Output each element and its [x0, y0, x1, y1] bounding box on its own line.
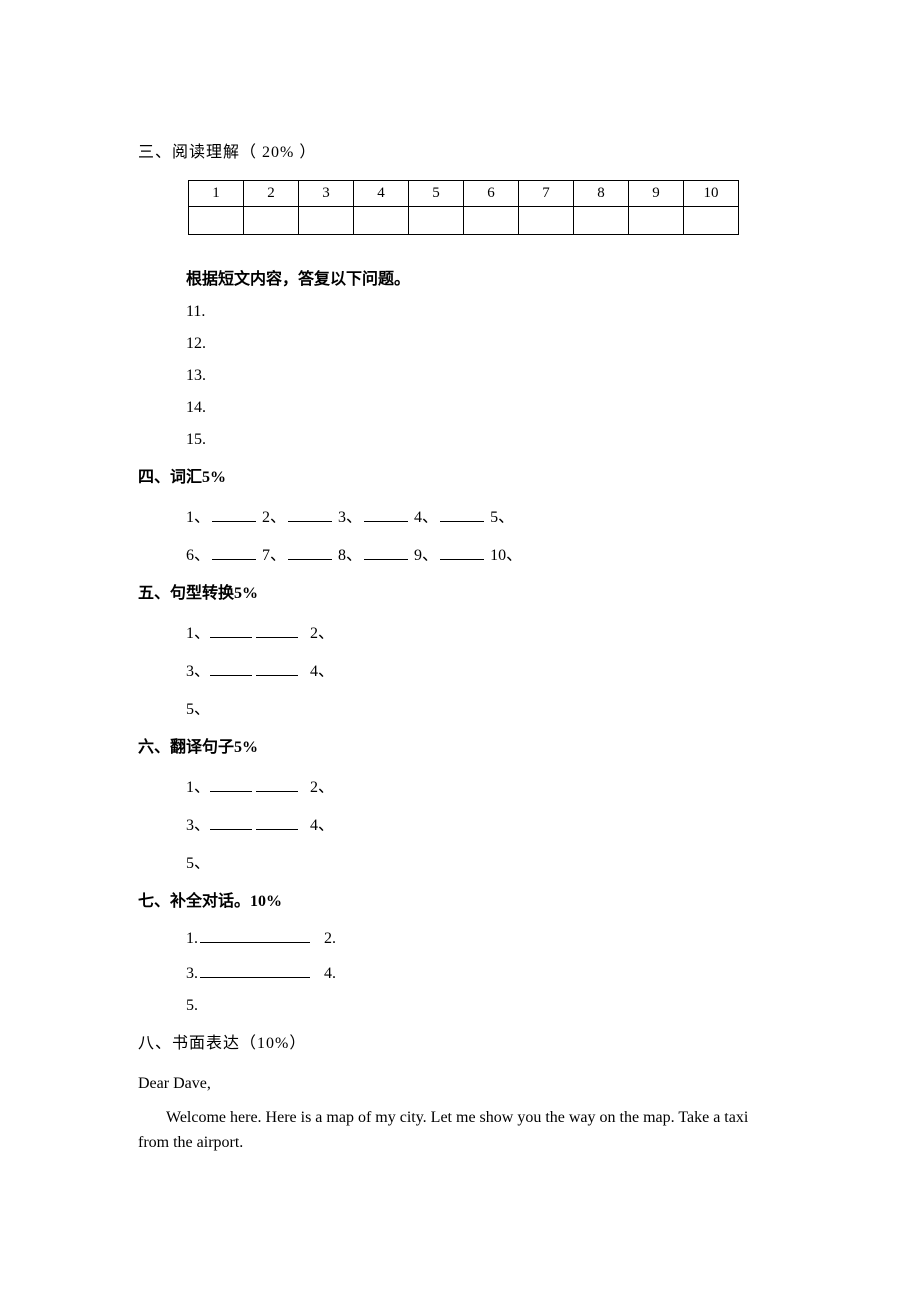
- fill-blank: [256, 814, 298, 830]
- item-number: 1、: [186, 509, 210, 526]
- item-number: 4、: [310, 663, 334, 680]
- item-number: 9、: [414, 547, 438, 564]
- answer-table: 1 2 3 4 5 6 7 8 9 10: [188, 180, 739, 235]
- table-header-row: 1 2 3 4 5 6 7 8 9 10: [189, 181, 739, 207]
- item-number: 4.: [324, 965, 336, 982]
- fill-blank: [440, 506, 484, 522]
- section-7-heading: 七、补全对话。10%: [138, 887, 782, 911]
- translate-row: 3、 4、: [186, 811, 782, 835]
- table-answer-cell: [684, 207, 739, 235]
- item-number: 5、: [186, 855, 210, 872]
- item-number: 2.: [324, 930, 336, 947]
- fill-blank: [256, 776, 298, 792]
- item-number: 3.: [186, 965, 198, 982]
- table-header-cell: 7: [519, 181, 574, 207]
- fill-blank: [288, 506, 332, 522]
- letter-body: Welcome here. Here is a map of my city. …: [138, 1105, 782, 1156]
- section-4-heading: 四、词汇5%: [138, 463, 782, 487]
- sentence-row: 5、: [186, 695, 782, 719]
- fill-blank: [212, 506, 256, 522]
- sentence-row: 1、 2、: [186, 619, 782, 643]
- item-number: 2、: [310, 625, 334, 642]
- letter-greeting: Dear Dave,: [138, 1071, 782, 1097]
- table-header-cell: 2: [244, 181, 299, 207]
- dialog-row: 5.: [186, 997, 782, 1015]
- fill-blank: [200, 962, 310, 978]
- translate-row: 1、 2、: [186, 773, 782, 797]
- table-answer-cell: [299, 207, 354, 235]
- fill-blank: [210, 776, 252, 792]
- section-5-heading: 五、句型转换5%: [138, 579, 782, 603]
- dialog-row: 1. 2.: [186, 927, 782, 948]
- table-answer-cell: [354, 207, 409, 235]
- question-item: 13.: [186, 367, 782, 385]
- fill-blank: [210, 814, 252, 830]
- item-number: 8、: [338, 547, 362, 564]
- table-header-cell: 10: [684, 181, 739, 207]
- table-answer-cell: [464, 207, 519, 235]
- dialog-row: 3. 4.: [186, 962, 782, 983]
- table-header-cell: 3: [299, 181, 354, 207]
- sentence-row: 3、 4、: [186, 657, 782, 681]
- section-6-heading: 六、翻译句子5%: [138, 733, 782, 757]
- fill-blank: [364, 506, 408, 522]
- fill-blank: [210, 622, 252, 638]
- table-answer-cell: [244, 207, 299, 235]
- question-item: 15.: [186, 431, 782, 449]
- item-number: 7、: [262, 547, 286, 564]
- item-number: 2、: [310, 779, 334, 796]
- fill-blank: [288, 544, 332, 560]
- section-8-heading: 八、书面表达（10%）: [138, 1029, 782, 1053]
- table-header-cell: 8: [574, 181, 629, 207]
- item-number: 6、: [186, 547, 210, 564]
- table-answer-cell: [629, 207, 684, 235]
- table-answer-cell: [409, 207, 464, 235]
- section-3-instruction: 根据短文内容，答复以下问题。: [186, 265, 782, 289]
- question-item: 12.: [186, 335, 782, 353]
- item-number: 4、: [414, 509, 438, 526]
- table-header-cell: 6: [464, 181, 519, 207]
- vocab-row-2: 6、 7、 8、 9、 10、: [186, 541, 782, 565]
- vocab-row-1: 1、 2、 3、 4、 5、: [186, 503, 782, 527]
- item-number: 4、: [310, 817, 334, 834]
- section-3-heading: 三、阅读理解（ 20% ）: [138, 138, 782, 162]
- fill-blank: [256, 660, 298, 676]
- fill-blank: [256, 622, 298, 638]
- table-answer-cell: [574, 207, 629, 235]
- fill-blank: [440, 544, 484, 560]
- item-number: 10、: [490, 547, 522, 564]
- item-number: 5、: [186, 701, 210, 718]
- item-number: 3、: [186, 817, 210, 834]
- table-header-cell: 1: [189, 181, 244, 207]
- question-item: 14.: [186, 399, 782, 417]
- table-answer-cell: [189, 207, 244, 235]
- item-number: 5、: [490, 509, 514, 526]
- item-number: 5.: [186, 997, 198, 1014]
- table-header-cell: 9: [629, 181, 684, 207]
- item-number: 1.: [186, 930, 198, 947]
- fill-blank: [210, 660, 252, 676]
- fill-blank: [200, 927, 310, 943]
- item-number: 3、: [186, 663, 210, 680]
- item-number: 3、: [338, 509, 362, 526]
- table-answer-row: [189, 207, 739, 235]
- translate-row: 5、: [186, 849, 782, 873]
- fill-blank: [364, 544, 408, 560]
- table-answer-cell: [519, 207, 574, 235]
- item-number: 1、: [186, 779, 210, 796]
- item-number: 2、: [262, 509, 286, 526]
- table-header-cell: 4: [354, 181, 409, 207]
- item-number: 1、: [186, 625, 210, 642]
- question-item: 11.: [186, 303, 782, 321]
- table-header-cell: 5: [409, 181, 464, 207]
- fill-blank: [212, 544, 256, 560]
